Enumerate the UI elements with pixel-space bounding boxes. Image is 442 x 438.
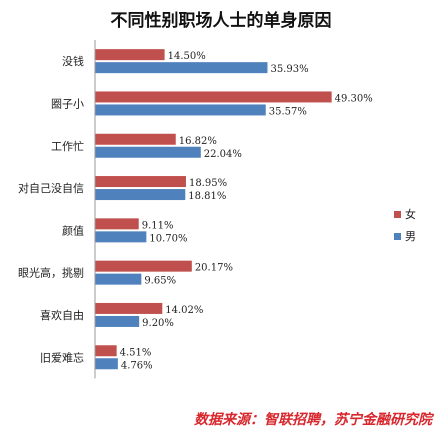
category-label: 没钱 bbox=[62, 54, 84, 68]
bar-female bbox=[95, 133, 176, 145]
value-label-female: 9.11% bbox=[142, 220, 174, 231]
bar-male bbox=[95, 146, 201, 158]
bar-female bbox=[95, 49, 165, 61]
bar-male bbox=[95, 358, 118, 370]
bar-female bbox=[95, 176, 186, 188]
legend-label-male: 男 bbox=[405, 230, 416, 243]
bar-male bbox=[95, 315, 140, 327]
value-label-female: 18.95% bbox=[189, 178, 227, 189]
value-label-male: 9.20% bbox=[142, 318, 174, 329]
value-label-male: 9.65% bbox=[144, 276, 176, 287]
value-label-female: 14.50% bbox=[168, 51, 206, 62]
category-label: 颜值 bbox=[62, 224, 84, 237]
bar-male bbox=[95, 273, 142, 285]
bar-female bbox=[95, 302, 163, 314]
value-label-female: 20.17% bbox=[195, 263, 233, 274]
legend-label-female: 女 bbox=[405, 207, 416, 221]
value-label-male: 35.57% bbox=[269, 106, 307, 117]
bar-male bbox=[95, 231, 147, 243]
category-label: 眼光高，挑剔 bbox=[18, 266, 84, 280]
value-label-female: 49.30% bbox=[335, 93, 373, 104]
category-label: 喜欢自由 bbox=[40, 308, 84, 322]
category-label: 圈子小 bbox=[51, 97, 84, 110]
category-label: 对自己没自信 bbox=[18, 181, 84, 195]
source-note: 数据来源：智联招聘，苏宁金融研究院 bbox=[194, 412, 432, 428]
category-label: 工作忙 bbox=[51, 139, 84, 153]
value-label-male: 4.76% bbox=[121, 360, 153, 371]
value-label-female: 16.82% bbox=[179, 136, 217, 147]
bar-male bbox=[95, 189, 186, 201]
bar-male bbox=[95, 104, 266, 116]
value-label-male: 22.04% bbox=[204, 149, 242, 160]
legend-swatch bbox=[394, 233, 401, 240]
value-label-female: 4.51% bbox=[120, 347, 152, 358]
value-label-male: 18.81% bbox=[188, 191, 226, 202]
bar-female bbox=[95, 260, 192, 272]
chart-title: 不同性别职场人士的单身原因 bbox=[110, 11, 332, 31]
value-label-female: 14.02% bbox=[165, 305, 203, 316]
bar-female bbox=[95, 345, 117, 357]
bar-female bbox=[95, 91, 332, 103]
value-label-male: 10.70% bbox=[149, 233, 187, 244]
bar-female bbox=[95, 218, 139, 230]
legend-swatch bbox=[394, 211, 401, 218]
value-label-male: 35.93% bbox=[270, 64, 308, 75]
category-label: 旧爱难忘 bbox=[40, 350, 84, 364]
bar-male bbox=[95, 62, 268, 74]
